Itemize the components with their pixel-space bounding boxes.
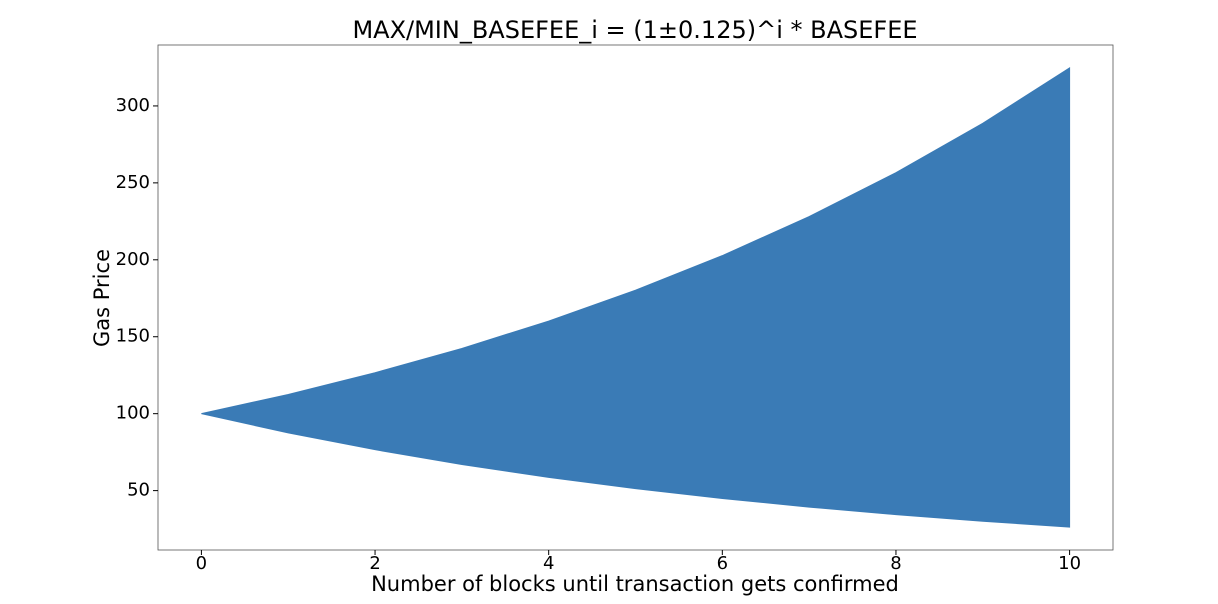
y-tick-label: 200 (116, 249, 150, 270)
x-tick-label: 4 (543, 553, 554, 574)
area (201, 67, 1071, 528)
x-tick-label: 0 (196, 553, 207, 574)
plot-frame (157, 44, 1114, 551)
y-tick-label: 300 (116, 95, 150, 116)
x-tick-label: 2 (369, 553, 380, 574)
y-tick-label: 150 (116, 326, 150, 347)
y-tick-label: 250 (116, 172, 150, 193)
y-tick-label: 100 (116, 403, 150, 424)
x-axis-label: Number of blocks until transaction gets … (371, 572, 899, 596)
x-tick-label: 6 (717, 553, 728, 574)
x-tick-label: 8 (890, 553, 901, 574)
x-tick-label: 10 (1058, 553, 1081, 574)
y-tick-label: 50 (127, 480, 150, 501)
y-axis-label: Gas Price (90, 249, 114, 347)
chart-title: MAX/MIN_BASEFEE_i = (1±0.125)^i * BASEFE… (352, 16, 917, 44)
